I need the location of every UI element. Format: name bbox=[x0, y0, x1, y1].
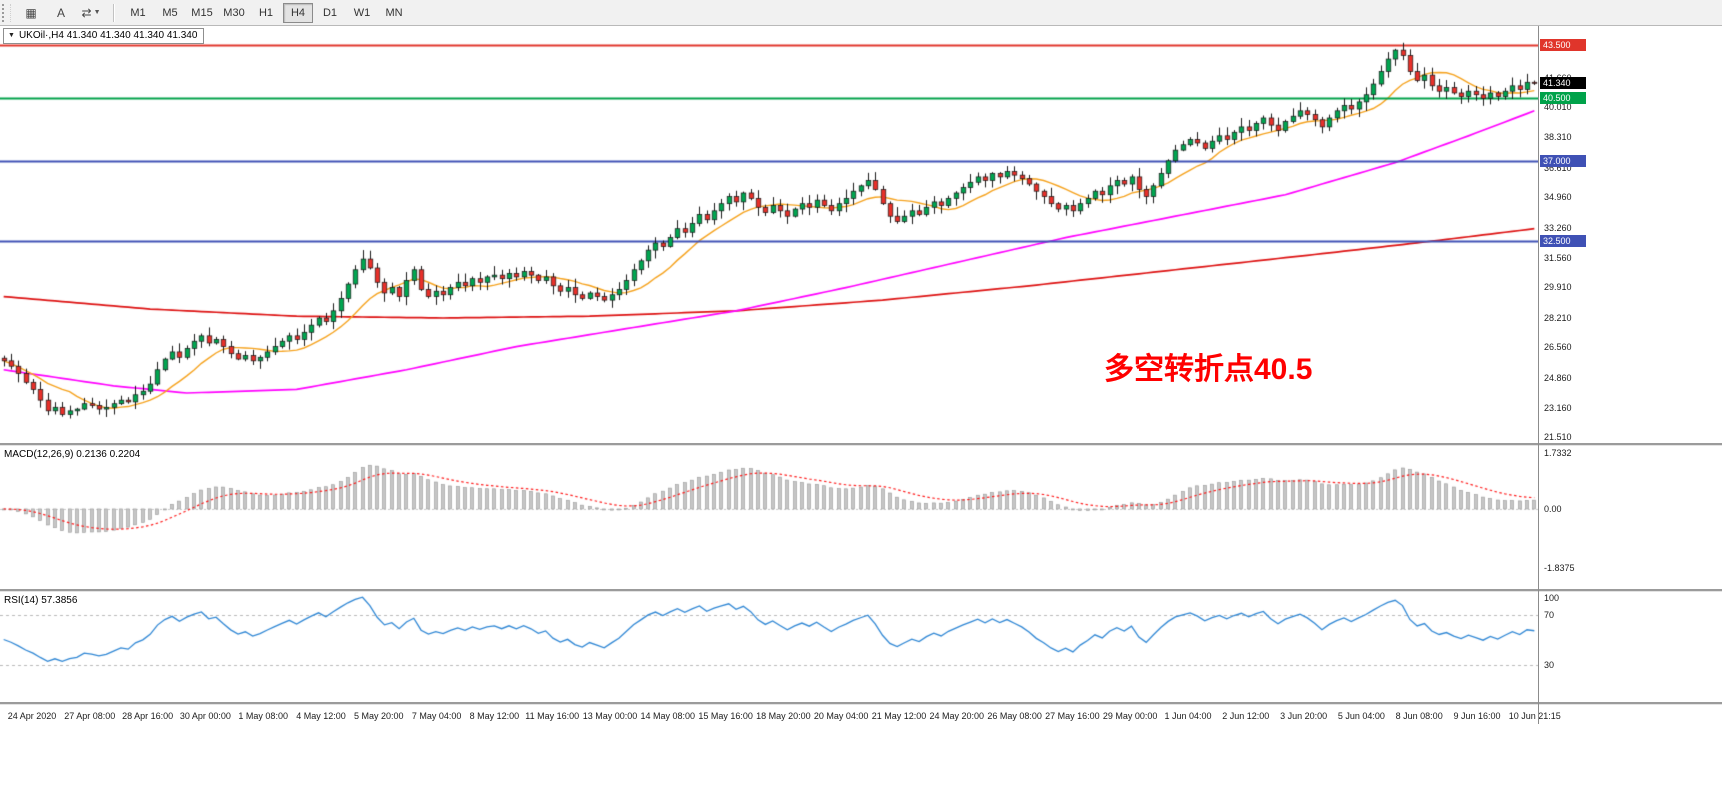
time-axis-label: 29 May 00:00 bbox=[1102, 711, 1158, 721]
panel-splitter[interactable] bbox=[0, 702, 1722, 705]
time-axis-label: 21 May 12:00 bbox=[871, 711, 927, 721]
price-chart-canvas[interactable] bbox=[0, 26, 1538, 443]
time-axis-label: 8 May 12:00 bbox=[469, 711, 520, 721]
time-axis-label: 3 Jun 20:00 bbox=[1280, 711, 1328, 721]
macd-scale-label: 1.7332 bbox=[1544, 447, 1572, 458]
time-axis-label: 28 Apr 16:00 bbox=[122, 711, 174, 721]
chevron-down-icon: ▼ bbox=[93, 9, 101, 16]
timeframe-button-m1[interactable]: M1 bbox=[130, 6, 146, 19]
time-axis-label: 10 Jun 21:15 bbox=[1508, 711, 1561, 721]
price-tick: 28.210 bbox=[1544, 312, 1572, 323]
toolbar-separator bbox=[113, 3, 115, 22]
rsi-scale-label: 30 bbox=[1544, 659, 1555, 670]
time-axis-label: 15 May 16:00 bbox=[698, 711, 753, 721]
macd-axis: 1.7332 0.00 -1.8375 bbox=[1539, 446, 1609, 589]
price-tick: 38.310 bbox=[1544, 132, 1572, 143]
time-axis-label: 5 May 20:00 bbox=[354, 711, 404, 721]
text-annotation[interactable]: 多空转折点40.5 bbox=[1104, 353, 1313, 386]
timeframe-button-h4[interactable]: H4 bbox=[283, 2, 313, 23]
panel-splitter[interactable] bbox=[0, 443, 1722, 446]
chart-legend: ▼ UKOil·,H4 41.340 41.340 41.340 41.340 bbox=[3, 28, 205, 44]
price-badge: 43.500 bbox=[1540, 38, 1586, 51]
price-badge: 37.000 bbox=[1540, 154, 1586, 167]
time-axis: 24 Apr 2020 27 Apr 08:00 28 Apr 16:00 30 Ap… bbox=[0, 705, 1722, 729]
price-badge: 41.340 bbox=[1540, 77, 1586, 90]
time-axis-label: 9 Jun 16:00 bbox=[1453, 711, 1501, 721]
symbol-dropdown-icon[interactable]: ▼ bbox=[8, 32, 15, 39]
time-axis-label: 2 Jun 12:00 bbox=[1222, 711, 1270, 721]
timeframe-button-w1[interactable]: W1 bbox=[353, 6, 371, 19]
time-axis-label: 4 May 12:00 bbox=[296, 711, 346, 721]
toolbar-grip[interactable] bbox=[2, 3, 11, 22]
panel-splitter[interactable] bbox=[0, 589, 1722, 592]
price-tick: 36.610 bbox=[1544, 162, 1572, 173]
toolbar: ▦ A ⇄ ▼ M1 M5 M15 M30 H1 H4 D1 W1 MN bbox=[0, 0, 1722, 26]
time-axis-label: 18 May 20:00 bbox=[756, 711, 811, 721]
rsi-legend: RSI(14) 57.3856 bbox=[4, 595, 78, 606]
price-tick: 40.010 bbox=[1544, 102, 1572, 113]
price-tick: 21.510 bbox=[1544, 432, 1572, 443]
time-axis-label: 26 May 08:00 bbox=[987, 711, 1042, 721]
arrow-tools-icon: ⇄ bbox=[81, 5, 92, 20]
time-axis-label: 27 May 16:00 bbox=[1045, 711, 1100, 721]
time-axis-label: 30 Apr 00:00 bbox=[179, 711, 231, 721]
timeframe-button-mn[interactable]: MN bbox=[385, 6, 403, 19]
rsi-axis: 100 70 30 bbox=[1539, 592, 1609, 702]
timeframe-button-h1[interactable]: H1 bbox=[258, 6, 274, 19]
text-tool-button[interactable]: A bbox=[46, 2, 76, 24]
price-tick: 33.260 bbox=[1544, 222, 1572, 233]
timeframe-button-m30[interactable]: M30 bbox=[223, 6, 245, 19]
symbol-ohlc-text: UKOil·,H4 41.340 41.340 41.340 41.340 bbox=[18, 30, 198, 41]
price-tick: 23.160 bbox=[1544, 402, 1572, 413]
timeframe-button-d1[interactable]: D1 bbox=[322, 6, 338, 19]
time-axis-label: 5 Jun 04:00 bbox=[1337, 711, 1385, 721]
chart-area: ▼ UKOil·,H4 41.340 41.340 41.340 41.340 … bbox=[0, 26, 1722, 795]
time-axis-label: 1 May 08:00 bbox=[238, 711, 288, 721]
time-axis-label: 14 May 08:00 bbox=[640, 711, 696, 721]
rsi-panel: RSI(14) 57.3856 100 70 30 bbox=[0, 592, 1722, 702]
chart-layout-icon: ▦ bbox=[25, 5, 37, 20]
time-axis-label: 8 Jun 08:00 bbox=[1395, 711, 1443, 721]
macd-scale-label: 0.00 bbox=[1544, 503, 1562, 514]
price-tick: 26.560 bbox=[1544, 342, 1572, 353]
price-tick: 24.860 bbox=[1544, 372, 1572, 383]
rsi-scale-label: 70 bbox=[1544, 609, 1555, 620]
timeframes-group: M1 M5 M15 M30 H1 H4 D1 W1 MN bbox=[122, 2, 410, 23]
timeframe-button-m15[interactable]: M15 bbox=[191, 6, 213, 19]
time-axis-label: 13 May 00:00 bbox=[582, 711, 638, 721]
time-axis-label: 20 May 04:00 bbox=[813, 711, 869, 721]
time-axis-label: 7 May 04:00 bbox=[411, 711, 462, 721]
time-axis-label: 24 May 20:00 bbox=[929, 711, 985, 721]
time-axis-label: 24 Apr 2020 bbox=[7, 711, 57, 721]
macd-panel: MACD(12,26,9) 0.2136 0.2204 1.7332 0.00 -1… bbox=[0, 446, 1722, 589]
time-axis-label: 27 Apr 08:00 bbox=[64, 711, 116, 721]
timeframe-button-m5[interactable]: M5 bbox=[162, 6, 178, 19]
rsi-scale-label: 100 bbox=[1544, 593, 1560, 603]
price-panel: ▼ UKOil·,H4 41.340 41.340 41.340 41.340 … bbox=[0, 26, 1722, 443]
price-badge: 32.500 bbox=[1540, 235, 1586, 248]
macd-legend: MACD(12,26,9) 0.2136 0.2204 bbox=[4, 449, 141, 460]
price-tick: 31.560 bbox=[1544, 252, 1572, 263]
macd-scale-label: -1.8375 bbox=[1544, 563, 1575, 574]
price-badge: 40.500 bbox=[1540, 92, 1586, 105]
time-axis-label: 1 Jun 04:00 bbox=[1164, 711, 1212, 721]
text-tool-icon: A bbox=[56, 5, 65, 20]
chart-layout-button[interactable]: ▦ bbox=[16, 2, 46, 24]
price-tick: 34.960 bbox=[1544, 192, 1572, 203]
time-axis-label: 11 May 16:00 bbox=[525, 711, 580, 721]
rsi-chart-canvas[interactable] bbox=[0, 592, 1538, 702]
drawing-tools-group: ▦ A ⇄ ▼ bbox=[16, 2, 106, 24]
arrow-tools-button[interactable]: ⇄ ▼ bbox=[76, 2, 106, 24]
price-axis: 41.66040.01038.31036.61034.96033.26031.5… bbox=[1539, 26, 1609, 443]
macd-chart-canvas[interactable] bbox=[0, 446, 1538, 589]
price-tick: 29.910 bbox=[1544, 282, 1572, 293]
axis-separator bbox=[1538, 26, 1539, 724]
